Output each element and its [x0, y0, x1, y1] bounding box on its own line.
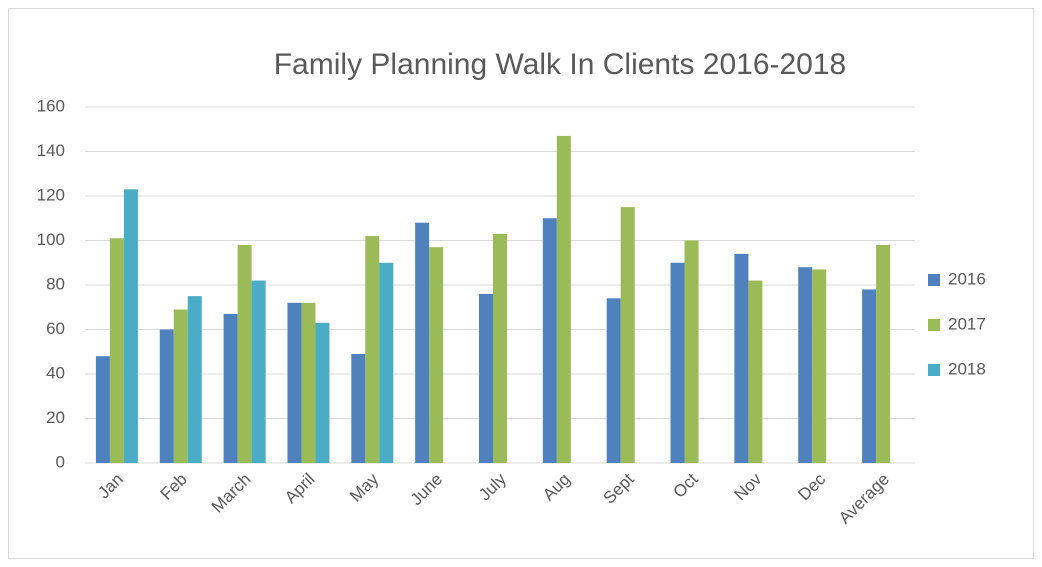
legend-label: 2016	[948, 269, 986, 288]
bar	[798, 267, 813, 463]
bar	[862, 289, 877, 463]
y-tick-label: 40	[46, 363, 65, 382]
y-tick-label: 80	[46, 274, 65, 293]
legend-label: 2018	[948, 359, 986, 378]
bar	[365, 236, 380, 463]
y-tick-label: 140	[37, 141, 65, 160]
legend-swatch	[928, 364, 940, 376]
bar	[429, 247, 444, 463]
bar	[734, 253, 749, 463]
chart-title: Family Planning Walk In Clients 2016-201…	[274, 48, 847, 81]
y-tick-label: 60	[46, 319, 65, 338]
bar	[315, 322, 330, 463]
bar	[379, 262, 394, 463]
legend-swatch	[928, 319, 940, 331]
bar	[542, 218, 557, 463]
bar	[351, 353, 366, 463]
y-tick-label: 160	[37, 96, 65, 115]
y-tick-label: 100	[37, 230, 65, 249]
bar	[223, 313, 238, 463]
bar	[237, 244, 252, 463]
bar	[876, 244, 891, 463]
bar	[301, 302, 316, 463]
bar	[812, 269, 827, 463]
bar	[287, 302, 302, 463]
bar	[173, 309, 188, 463]
y-tick-label: 120	[37, 185, 65, 204]
bar	[670, 262, 685, 463]
bar	[109, 238, 124, 463]
bar	[415, 222, 430, 463]
bar	[620, 207, 635, 463]
legend-swatch	[928, 274, 940, 286]
legend-label: 2017	[948, 314, 986, 333]
bar	[606, 298, 621, 463]
y-tick-label: 0	[56, 452, 65, 471]
y-tick-label: 20	[46, 408, 65, 427]
bar	[556, 135, 571, 464]
bar	[187, 296, 202, 463]
bar	[159, 329, 174, 463]
bar	[123, 189, 138, 463]
bar	[95, 356, 110, 463]
bar	[251, 280, 266, 463]
bar	[748, 280, 763, 463]
chart-border	[8, 8, 1034, 559]
bar	[493, 233, 507, 463]
bar	[684, 240, 699, 463]
bar	[479, 293, 493, 463]
